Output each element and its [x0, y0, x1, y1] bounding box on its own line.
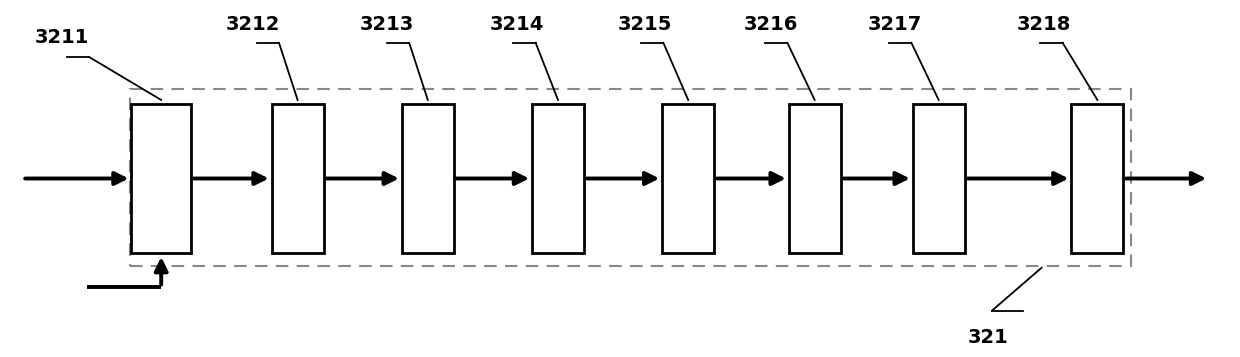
Text: 3218: 3218 — [1017, 15, 1071, 35]
Text: 321: 321 — [967, 328, 1008, 347]
Text: 3214: 3214 — [490, 15, 544, 35]
Text: 3215: 3215 — [618, 15, 672, 35]
Text: 3216: 3216 — [744, 15, 799, 35]
Text: 3217: 3217 — [868, 15, 923, 35]
Bar — [913, 104, 965, 253]
Bar — [1071, 104, 1123, 253]
Bar — [272, 104, 324, 253]
Text: 3213: 3213 — [360, 15, 414, 35]
Bar — [789, 104, 841, 253]
Bar — [130, 89, 1131, 266]
Text: 3212: 3212 — [226, 15, 280, 35]
Bar — [662, 104, 714, 253]
Bar — [402, 104, 454, 253]
Text: 3211: 3211 — [35, 28, 89, 47]
Bar — [532, 104, 584, 253]
Bar — [131, 104, 191, 253]
